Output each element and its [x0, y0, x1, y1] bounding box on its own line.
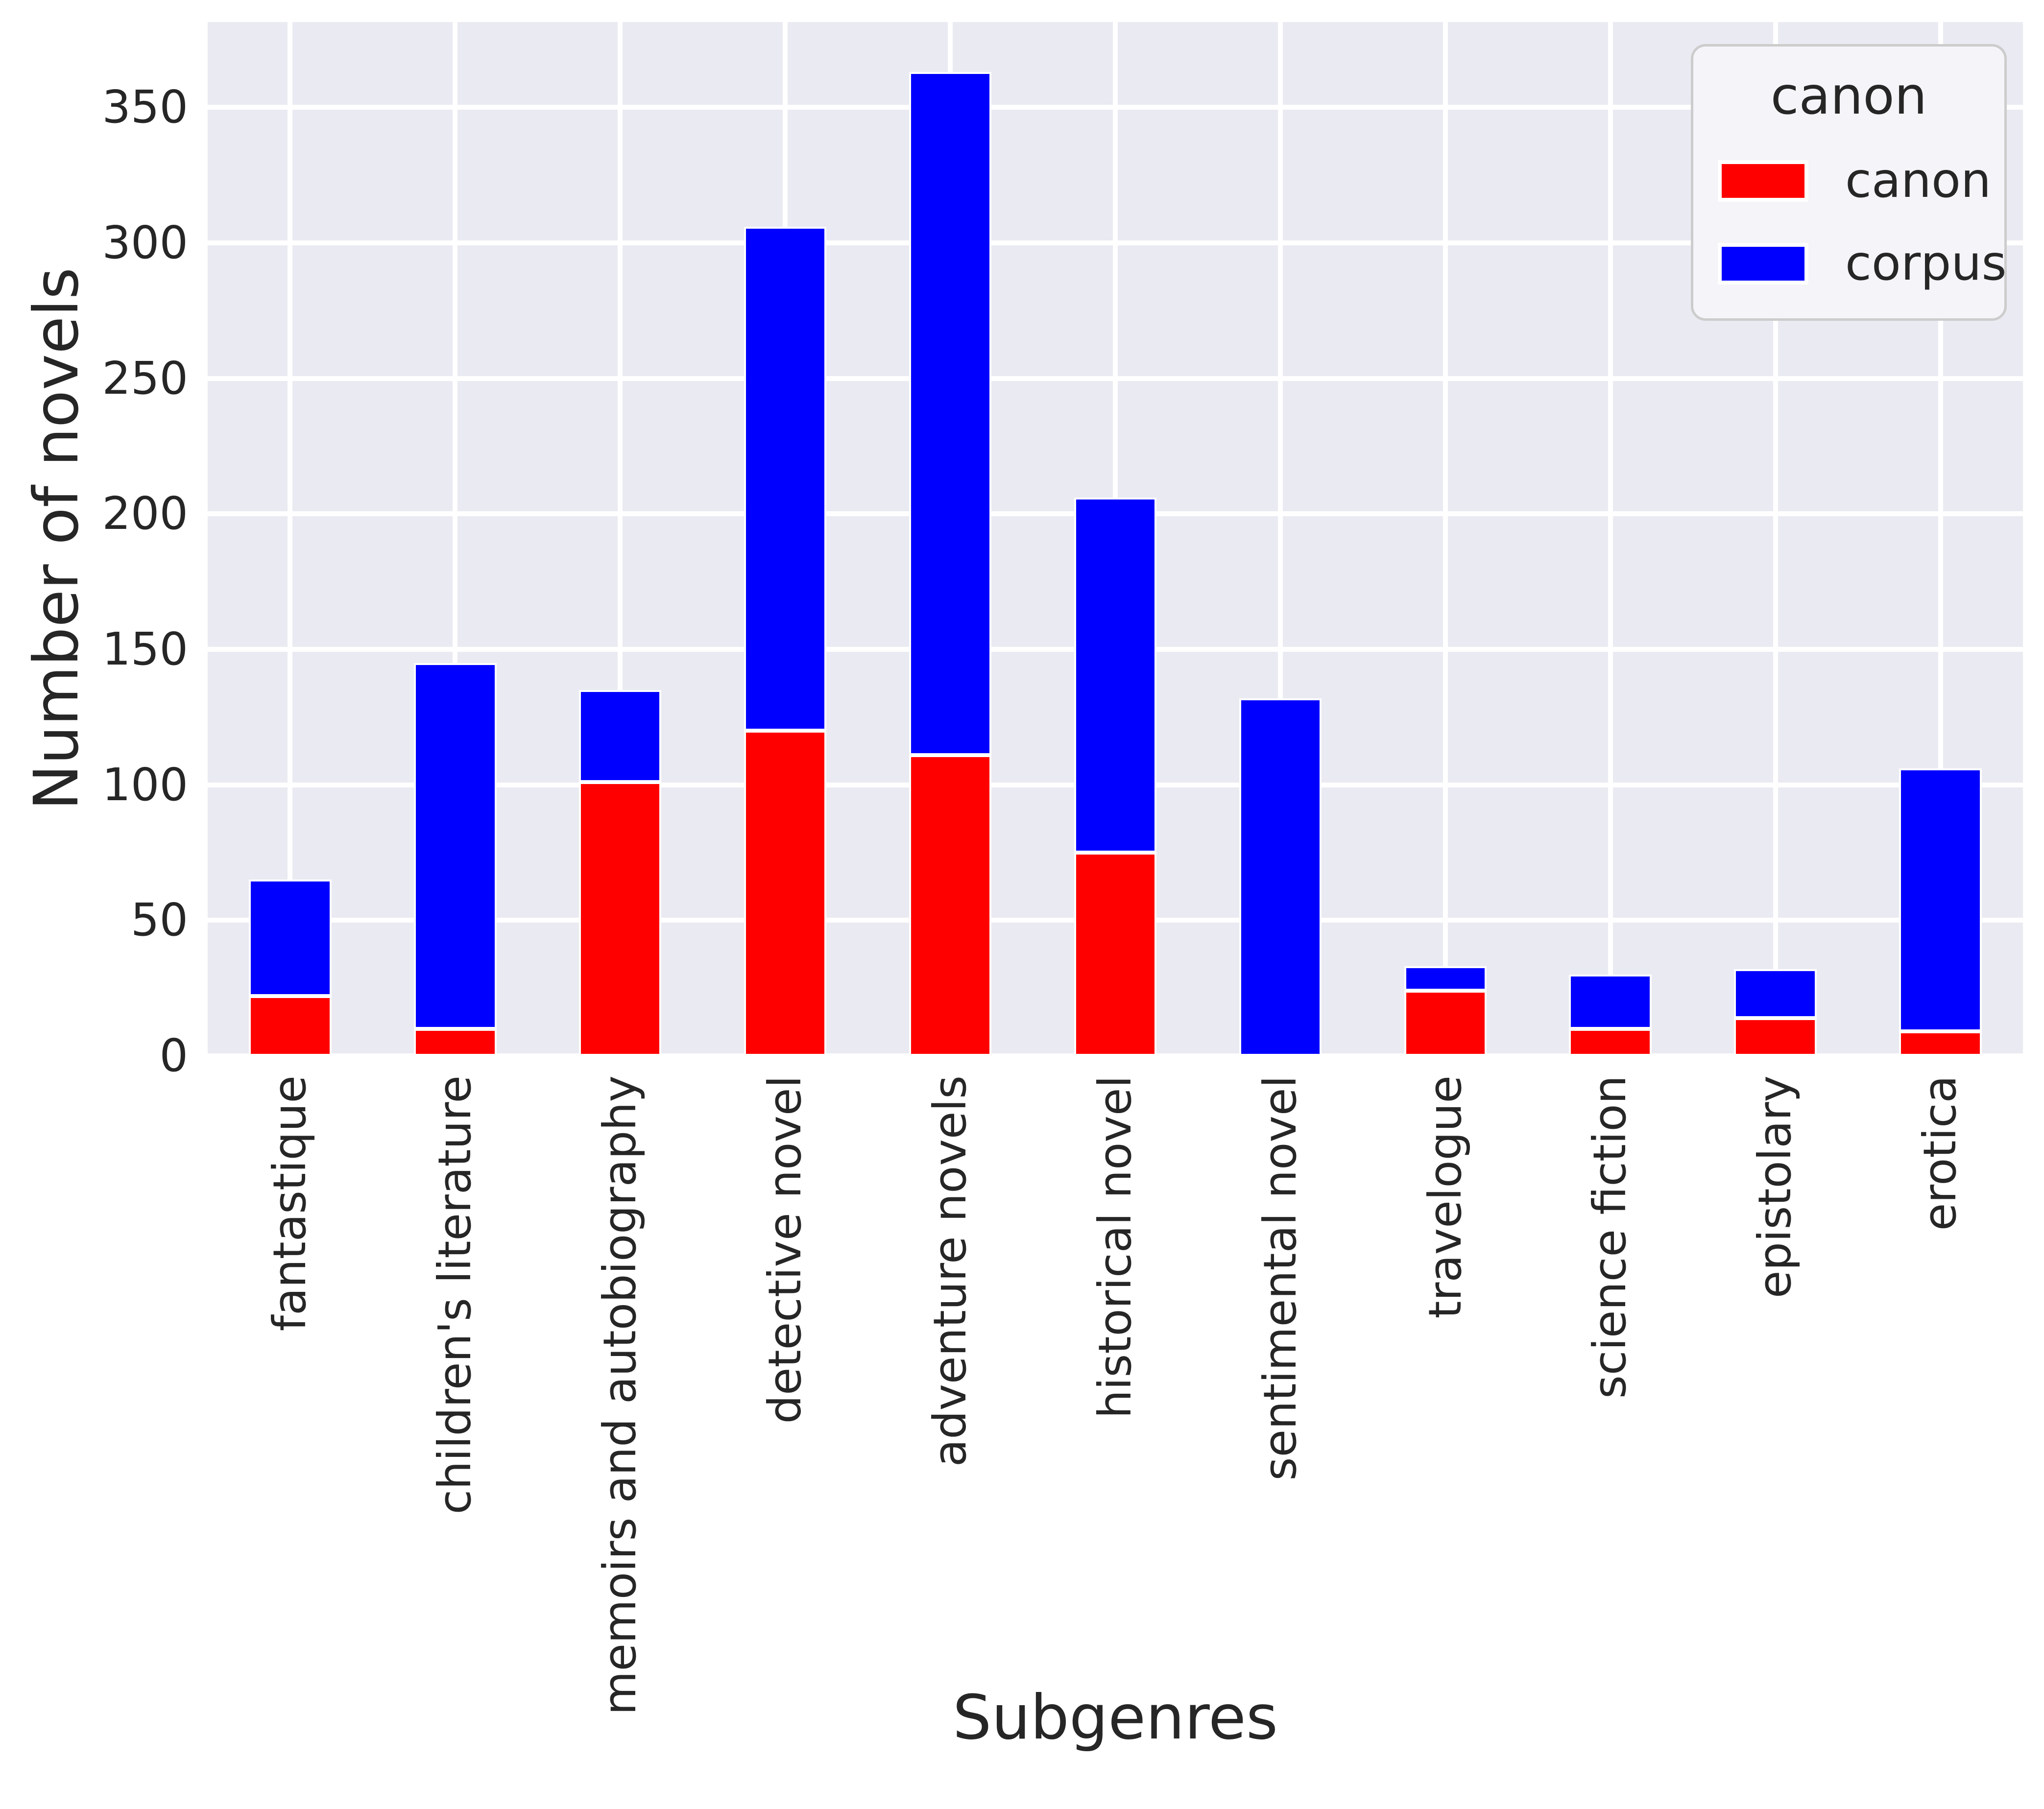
gridline-vertical	[288, 22, 293, 1056]
legend-title: canon	[1770, 66, 1927, 126]
bar-column	[1528, 22, 1693, 1056]
x-tick-label: detective novel	[758, 1075, 811, 1424]
x-tick-cell: epistolary	[1693, 1075, 1858, 1771]
bar-column	[373, 22, 538, 1056]
x-tick-cell: fantastique	[208, 1075, 373, 1771]
bar-column	[1198, 22, 1363, 1056]
legend-entries: canon corpus	[1718, 153, 2007, 291]
bar-column	[1858, 22, 2023, 1056]
bar-segment-canon	[414, 1028, 497, 1056]
bar-stack	[579, 690, 662, 1056]
y-tick-label: 150	[102, 622, 188, 675]
bar-column	[703, 22, 868, 1056]
bar-stack	[744, 226, 827, 1056]
x-tick-cell: memoirs and autobiography	[538, 1075, 703, 1771]
y-axis-ticks: 0 50 100 150 200 250 300 350	[0, 22, 188, 1078]
bar-stack	[1899, 768, 1982, 1056]
x-tick-label: fantastique	[264, 1075, 316, 1332]
bar-segment-corpus	[1734, 969, 1817, 1018]
y-axis-title: Number of novels	[21, 22, 92, 1056]
y-tick-label: 350	[102, 81, 188, 134]
gridline-vertical	[1773, 22, 1778, 1056]
x-axis-title: Subgenres	[952, 1682, 1278, 1753]
bar-segment-canon	[579, 782, 662, 1056]
bar-segment-corpus	[1239, 698, 1322, 1056]
x-tick-label: erotica	[1914, 1075, 1967, 1231]
legend-entry-label: corpus	[1845, 236, 2007, 291]
y-tick-label: 300	[102, 216, 188, 269]
x-tick-cell: children's literature	[373, 1075, 538, 1771]
y-tick-label: 100	[102, 758, 188, 811]
bar-segment-corpus	[1569, 975, 1652, 1029]
y-tick-label: 50	[130, 894, 188, 947]
x-tick-cell: sentimental novel	[1198, 1075, 1363, 1771]
gridline-vertical	[618, 22, 623, 1056]
bar-column	[1363, 22, 1528, 1056]
y-axis-title-text: Number of novels	[21, 267, 92, 810]
bar-stack	[1734, 969, 1817, 1056]
bar-stack	[1404, 966, 1487, 1056]
x-tick-label: memoirs and autobiography	[593, 1075, 646, 1715]
bar-stack	[1569, 975, 1652, 1056]
x-tick-cell: historical novel	[1033, 1075, 1198, 1771]
gridline-vertical	[1608, 22, 1613, 1056]
x-tick-label: science fiction	[1584, 1075, 1636, 1399]
legend-entry: corpus	[1718, 236, 2007, 291]
bar-segment-canon	[1404, 991, 1487, 1056]
x-tick-label: adventure novels	[923, 1075, 976, 1467]
bar-segment-corpus	[579, 690, 662, 783]
legend-entry-label: canon	[1845, 153, 1992, 209]
legend-entry: canon	[1718, 153, 1991, 209]
x-axis-ticks: fantastique children's literature memoirs …	[208, 1075, 2023, 1771]
bar-stack	[909, 72, 992, 1056]
y-tick-label: 200	[102, 487, 188, 540]
y-tick-label: 250	[102, 352, 188, 405]
gridline-vertical	[1443, 22, 1448, 1056]
x-tick-label: travelogue	[1419, 1075, 1471, 1319]
bar-segment-canon	[1899, 1031, 1982, 1056]
gridline-vertical	[453, 22, 458, 1056]
bar-stack	[249, 880, 332, 1056]
bar-column	[868, 22, 1033, 1056]
x-tick-label: epistolary	[1749, 1075, 1802, 1299]
x-tick-label: historical novel	[1088, 1075, 1141, 1419]
bar-segment-corpus	[744, 226, 827, 731]
bar-column	[208, 22, 373, 1056]
bar-segment-corpus	[414, 663, 497, 1029]
bar-stack	[1074, 498, 1157, 1056]
x-tick-cell: erotica	[1858, 1075, 2023, 1771]
bar-segment-canon	[909, 755, 992, 1056]
legend-swatch-corpus	[1718, 242, 1808, 285]
bar-column	[1693, 22, 1858, 1056]
bar-segment-corpus	[1899, 768, 1982, 1032]
bar-segment-canon	[744, 731, 827, 1056]
bar-segment-canon	[249, 996, 332, 1056]
bar-segment-canon	[1074, 853, 1157, 1056]
x-tick-cell: adventure novels	[868, 1075, 1033, 1771]
bar-column	[538, 22, 703, 1056]
x-tick-cell: science fiction	[1528, 1075, 1693, 1771]
bar-segment-corpus	[909, 72, 992, 755]
gridline-vertical	[1277, 22, 1283, 1056]
gridline-vertical	[1938, 22, 1943, 1056]
legend: canon canon corpus	[1691, 44, 2007, 321]
bar-stack	[414, 663, 497, 1056]
bar-segment-corpus	[1404, 966, 1487, 991]
x-tick-label: sentimental novel	[1253, 1075, 1306, 1481]
bar-segment-canon	[1734, 1018, 1817, 1056]
x-tick-cell: travelogue	[1363, 1075, 1528, 1771]
bar-stack	[1239, 698, 1322, 1056]
bar-segment-corpus	[1074, 498, 1157, 853]
legend-swatch-canon	[1718, 160, 1808, 202]
bar-segment-canon	[1569, 1028, 1652, 1056]
x-tick-cell: detective novel	[703, 1075, 868, 1771]
y-tick-label: 0	[159, 1029, 188, 1082]
x-tick-label: children's literature	[429, 1075, 481, 1515]
bar-column	[1033, 22, 1198, 1056]
bar-segment-corpus	[249, 880, 332, 997]
